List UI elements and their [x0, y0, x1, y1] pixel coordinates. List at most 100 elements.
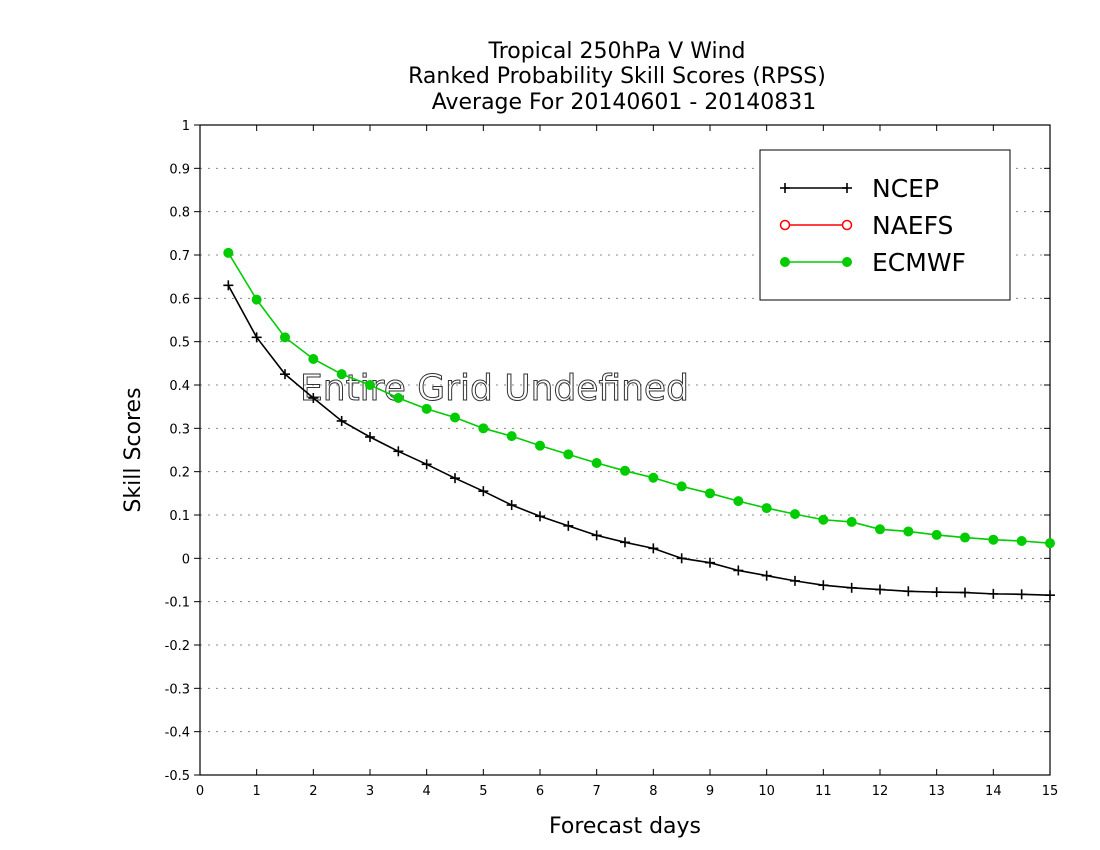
- data-point-ecmwf: [818, 514, 829, 525]
- data-point-ncep: [818, 580, 829, 591]
- data-point-ncep: [535, 511, 545, 522]
- ticks-layer: -0.5 -0.4 -0.3 -0.2 -0.1 0 0.1 0.2 0.3 0.4 0.5 0.6 0…: [165, 119, 1059, 799]
- data-point-ncep: [903, 586, 914, 597]
- data-point-ncep: [733, 565, 744, 576]
- y-tick-label: 0.9: [169, 162, 190, 177]
- data-point-ncep: [251, 332, 262, 343]
- data-point-ecmwf: [960, 532, 970, 543]
- data-point-ncep: [1016, 589, 1027, 600]
- data-point-ecmwf: [336, 369, 347, 380]
- data-point-ncep: [478, 486, 489, 497]
- data-point-ncep: [421, 459, 432, 470]
- data-point-ecmwf: [846, 516, 857, 527]
- x-tick-label: 14: [985, 784, 1002, 799]
- x-tick-label: 13: [928, 784, 945, 799]
- data-point-ecmwf: [1045, 538, 1055, 549]
- x-tick-label: 7: [593, 784, 601, 799]
- series-ncep: [223, 280, 1055, 601]
- legend-items: NCEP NAEFS ECMWF: [779, 174, 966, 277]
- series-layer: [223, 247, 1055, 601]
- data-point-ecmwf: [875, 524, 885, 535]
- data-point-ncep: [591, 530, 602, 541]
- data-point-ecmwf: [648, 472, 659, 483]
- data-point-ncep: [705, 557, 715, 568]
- data-point-ncep: [875, 584, 885, 595]
- legend-item-ecmwf: ECMWF: [780, 248, 966, 277]
- legend-item-ncep: NCEP: [780, 174, 939, 203]
- y-tick-label: 1: [182, 119, 190, 134]
- y-tick-label: 0.8: [169, 206, 190, 221]
- data-point-ncep: [450, 473, 460, 484]
- y-tick-label: 0.7: [169, 249, 190, 264]
- data-point-ecmwf: [308, 354, 319, 364]
- data-point-ecmwf: [903, 526, 914, 537]
- legend-marker-ecmwf: [780, 257, 790, 267]
- data-point-ecmwf: [421, 403, 432, 414]
- data-point-ncep: [393, 446, 404, 457]
- data-point-ecmwf: [931, 529, 942, 540]
- data-point-ecmwf: [1016, 536, 1027, 546]
- x-axis-label: Forecast days: [549, 814, 701, 839]
- y-tick-label: -0.2: [165, 639, 190, 654]
- data-point-ncep: [1045, 590, 1055, 601]
- y-tick-label: -0.3: [165, 682, 190, 697]
- x-tick-label: 1: [253, 784, 261, 799]
- x-tick-label: 6: [536, 784, 544, 799]
- data-point-ncep: [280, 369, 290, 380]
- legend-marker-naefs: [779, 219, 791, 231]
- x-tick-label: 3: [366, 784, 374, 799]
- data-point-ecmwf: [676, 481, 687, 492]
- y-tick-label: 0.1: [169, 509, 190, 524]
- chart-title-line-1: Tropical 250hPa V Wind: [487, 39, 745, 64]
- chart-title-line-2: Ranked Probability Skill Scores (RPSS): [408, 64, 826, 89]
- x-tick-label: 0: [196, 784, 204, 799]
- data-point-ecmwf: [591, 458, 602, 468]
- x-tick-label: 8: [649, 784, 657, 799]
- y-tick-label: 0.2: [169, 466, 190, 481]
- x-tick-label: 12: [872, 784, 889, 799]
- chart-title-line-3: Average For 20140601 - 20140831: [432, 90, 817, 115]
- x-tick-label: 11: [815, 784, 832, 799]
- data-point-ecmwf: [251, 294, 262, 305]
- data-point-ecmwf: [790, 509, 800, 520]
- data-point-ncep: [365, 432, 375, 442]
- y-axis-label: Skill Scores: [121, 387, 146, 512]
- data-point-ncep: [223, 280, 234, 291]
- data-point-ecmwf: [506, 431, 517, 442]
- data-point-ecmwf: [705, 488, 715, 499]
- data-point-ncep: [336, 415, 347, 426]
- y-tick-label: -0.4: [165, 726, 190, 741]
- data-point-ncep: [506, 500, 517, 511]
- legend-label-ncep: NCEP: [872, 174, 939, 203]
- data-point-ncep: [308, 393, 319, 403]
- data-point-ncep: [648, 543, 659, 554]
- x-tick-label: 4: [423, 784, 431, 799]
- data-point-ncep: [620, 537, 630, 548]
- data-point-ecmwf: [223, 247, 234, 258]
- x-tick-label: 2: [309, 784, 317, 799]
- data-point-ecmwf: [563, 449, 574, 460]
- plot-frame: [199, 124, 1051, 776]
- legend-marker-naefs: [841, 219, 853, 231]
- y-tick-label: 0.4: [169, 379, 190, 394]
- data-point-ncep: [676, 553, 687, 564]
- data-point-ecmwf: [733, 496, 744, 507]
- data-point-ecmwf: [280, 332, 290, 343]
- legend-label-ecmwf: ECMWF: [872, 248, 966, 277]
- legend-marker-ncep: [780, 183, 790, 193]
- data-point-ecmwf: [393, 393, 404, 403]
- x-tick-label: 15: [1042, 784, 1059, 799]
- data-point-ncep: [846, 582, 857, 593]
- legend-item-naefs: NAEFS: [779, 211, 953, 240]
- legend-marker-ncep: [842, 183, 852, 193]
- legend: NCEP NAEFS ECMWF: [759, 149, 1011, 301]
- data-point-ncep: [761, 570, 772, 581]
- y-tick-label: 0.5: [169, 336, 190, 351]
- data-point-ncep: [931, 587, 942, 598]
- data-point-ncep: [988, 588, 999, 599]
- y-tick-label: 0.6: [169, 292, 190, 307]
- data-point-ecmwf: [620, 465, 630, 476]
- annotation-text: Entire Grid Undefined: [300, 368, 689, 409]
